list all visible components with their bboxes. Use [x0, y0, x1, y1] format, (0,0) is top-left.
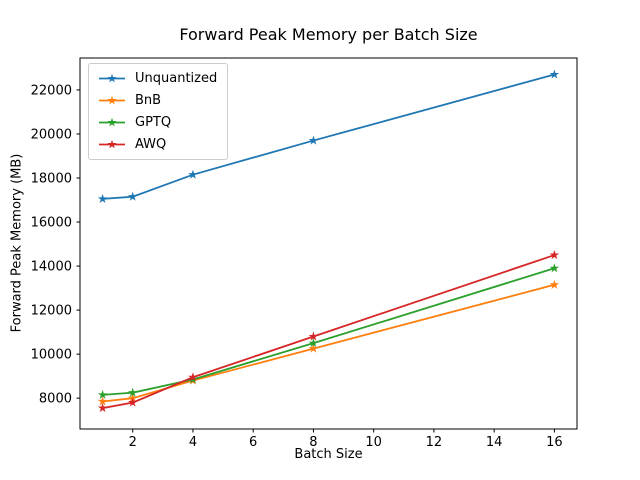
legend-star: [107, 95, 117, 105]
series-marker-awq: [188, 372, 198, 382]
series-marker-unquantized: [308, 135, 319, 145]
series-marker-bnb: [549, 279, 560, 289]
series-marker-gptq: [308, 338, 319, 348]
y-tick-label: 18000: [31, 171, 72, 186]
y-tick-label: 10000: [31, 348, 72, 363]
legend-line-star-icon: [99, 95, 125, 105]
legend: Unquantized BnB GPTQ AWQ: [88, 63, 229, 160]
legend-item-unquantized: Unquantized: [98, 69, 217, 88]
y-tick-label: 22000: [31, 83, 72, 98]
series-marker-unquantized: [549, 69, 560, 79]
chart-title: Forward Peak Memory per Batch Size: [179, 25, 478, 44]
legend-line-star-icon: [99, 139, 125, 149]
legend-line-star-icon: [99, 73, 125, 83]
axes-spines: [79, 57, 578, 430]
y-tick-label: 20000: [31, 127, 72, 142]
x-tick-label: 6: [249, 435, 257, 450]
legend-item-awq: AWQ: [98, 135, 217, 154]
series-marker-gptq: [97, 389, 108, 399]
y-tick-label: 14000: [31, 260, 72, 275]
series-marker-awq: [308, 331, 319, 341]
series-marker-gptq: [127, 387, 138, 397]
series-marker-unquantized: [127, 191, 138, 201]
x-tick-label: 4: [189, 435, 197, 450]
series-marker-awq: [97, 403, 108, 413]
legend-label: AWQ: [135, 137, 167, 152]
y-tick-label: 16000: [31, 216, 72, 231]
series-marker-bnb: [308, 343, 319, 353]
legend-star: [107, 139, 117, 149]
y-tick-label: 8000: [39, 392, 72, 407]
legend-star: [107, 117, 117, 127]
x-tick-label: 8: [309, 435, 317, 450]
y-tick-label: 12000: [31, 304, 72, 319]
legend-label: BnB: [135, 93, 162, 108]
x-tick-label: 12: [426, 435, 443, 450]
legend-item-bnb: BnB: [98, 91, 217, 110]
legend-line-star-icon: [99, 117, 125, 127]
legend-label: GPTQ: [135, 115, 172, 130]
x-tick-label: 14: [486, 435, 503, 450]
series-marker-awq: [127, 397, 138, 407]
legend-label: Unquantized: [135, 71, 218, 86]
series-marker-unquantized: [188, 169, 198, 179]
x-tick-label: 10: [365, 435, 382, 450]
x-axis-label: Batch Size: [294, 447, 363, 462]
series-marker-gptq: [549, 263, 560, 273]
legend-star: [107, 73, 117, 83]
legend-item-gptq: GPTQ: [98, 113, 217, 132]
series-marker-awq: [549, 250, 560, 260]
x-tick-label: 2: [129, 435, 137, 450]
series-marker-bnb: [97, 396, 108, 406]
series-marker-unquantized: [97, 193, 108, 203]
y-axis-label: Forward Peak Memory (MB): [9, 153, 25, 333]
x-tick-label: 16: [546, 435, 563, 450]
